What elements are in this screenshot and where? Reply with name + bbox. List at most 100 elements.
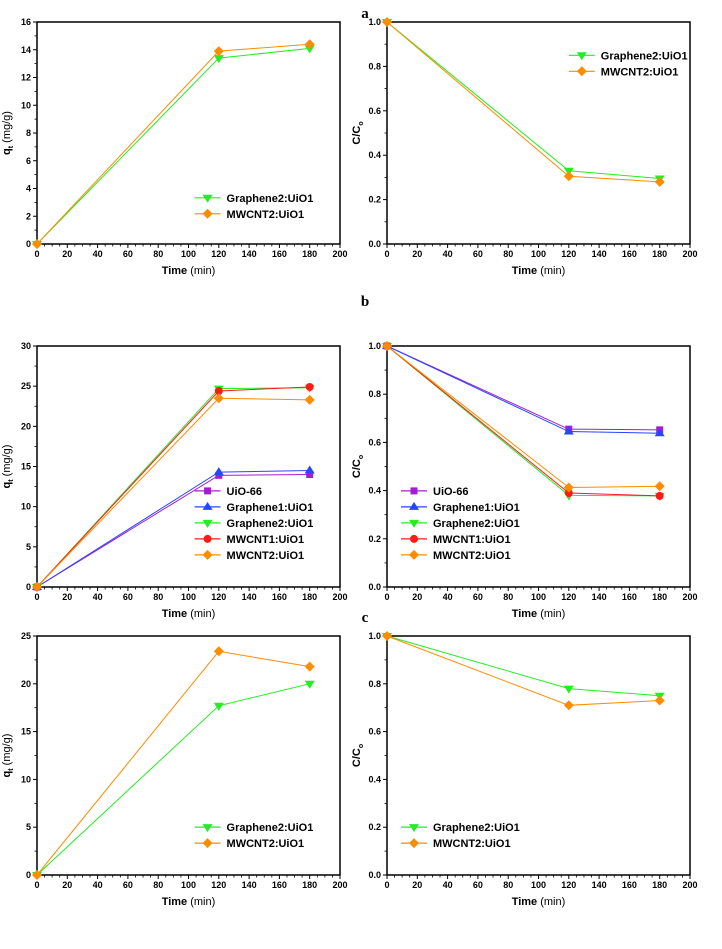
y-tick-label: 25 (21, 381, 31, 391)
x-axis-label-unit: (min) (540, 896, 565, 908)
data-point (213, 46, 224, 57)
legend-label: UiO-66 (433, 486, 468, 498)
legend-marker (576, 52, 587, 61)
y-axis-label: qt (mg/g) (1, 111, 15, 155)
data-point (304, 45, 315, 54)
series-graphene2-uio1 (382, 633, 665, 701)
y-axis-label-main: q (1, 148, 13, 155)
data-point (32, 239, 42, 249)
legend-marker (409, 549, 419, 560)
x-tick-label: 160 (272, 592, 287, 602)
data-point (563, 685, 574, 694)
x-tick-label: 180 (652, 249, 667, 259)
legend-marker (203, 534, 212, 543)
y-tick-label: 0.2 (368, 822, 381, 832)
series-line (386, 345, 660, 488)
x-tick-label: 120 (561, 592, 576, 602)
legend-label: Graphene2:UiO1 (227, 518, 314, 530)
y-tick-label: 12 (21, 73, 31, 83)
x-tick-label: 160 (622, 880, 637, 890)
y-tick-label: 0.0 (368, 582, 381, 592)
y-tick-label: 10 (21, 502, 31, 512)
subplot-a-qt: 0 20 40 60 80 100 120 140 160 180 200 0 2 4 6 8 10 12 14 16… (1, 17, 348, 277)
y-axis-label-main: C/C (351, 748, 363, 767)
x-tick-label: 180 (302, 880, 317, 890)
x-tick-label: 60 (123, 592, 133, 602)
legend-marker (202, 208, 213, 219)
x-axis-label-bold: Time (512, 896, 541, 908)
legend-item: Graphene2:UiO1 (401, 518, 520, 530)
y-tick-label: 0.2 (368, 534, 381, 544)
legend-label: MWCNT1:UiO1 (227, 534, 305, 546)
data-point (32, 870, 42, 880)
data-point (563, 700, 574, 711)
legend-item: MWCNT2:UiO1 (194, 838, 304, 850)
legend-marker (202, 519, 213, 528)
y-axis-label-sub: t (8, 479, 15, 482)
data-point (382, 341, 392, 351)
legend-label: Graphene2:UiO1 (227, 822, 314, 834)
legend-marker (204, 487, 212, 495)
legend: Graphene2:UiO1 MWCNT2:UiO1 (194, 193, 314, 221)
legend: Graphene2:UiO1 MWCNT2:UiO1 (568, 50, 688, 78)
y-axis-label-sub: o (358, 121, 365, 125)
y-tick-label: 0.6 (368, 727, 381, 737)
legend-marker (409, 824, 419, 833)
x-tick-label: 160 (272, 249, 287, 259)
x-tick-label: 160 (622, 592, 637, 602)
series-graphene2-uio1 (382, 343, 665, 501)
data-point (304, 661, 315, 672)
x-tick-label: 140 (242, 249, 257, 259)
y-tick-label: 14 (21, 45, 31, 55)
legend-marker (409, 838, 419, 849)
y-tick-label: 8 (26, 128, 31, 138)
legend-label: Graphene2:UiO1 (227, 193, 314, 205)
x-tick-label: 180 (302, 249, 317, 259)
y-axis-label-main: q (1, 771, 13, 778)
legend-label: MWCNT2:UiO1 (601, 66, 679, 78)
y-tick-label: 6 (26, 156, 31, 166)
legend-item: Graphene2:UiO1 (401, 822, 520, 834)
data-point (32, 582, 42, 592)
x-tick-label: 100 (181, 880, 196, 890)
y-tick-label: 0.4 (368, 774, 381, 784)
y-axis-label: qt (mg/g) (1, 734, 15, 778)
panel-label-c: c (362, 610, 369, 626)
legend-marker (202, 838, 213, 849)
y-tick-label: 0.2 (368, 195, 381, 205)
y-tick-label: 15 (21, 462, 31, 472)
x-tick-label: 80 (503, 249, 513, 259)
series-mwcnt2-uio1 (382, 341, 665, 493)
y-axis-label-main: C/C (351, 459, 363, 478)
x-axis-label: Time (min) (512, 608, 566, 620)
data-point (382, 17, 392, 27)
x-tick-label: 20 (412, 592, 422, 602)
data-point (213, 702, 224, 711)
data-point (563, 426, 574, 435)
x-tick-label: 40 (93, 880, 103, 890)
legend-label: Graphene1:UiO1 (227, 502, 314, 514)
legend-label: Graphene2:UiO1 (601, 50, 688, 62)
y-tick-label: 0.8 (368, 61, 381, 71)
legend-marker (409, 501, 419, 510)
subplot-b-qt: 0 20 40 60 80 100 120 140 160 180 200 0 5 10 15 20 25 30 T… (1, 341, 348, 620)
x-axis-label-unit: (min) (190, 608, 215, 620)
series-line (386, 345, 660, 497)
x-tick-label: 100 (181, 249, 196, 259)
y-tick-label: 1.0 (368, 341, 381, 351)
legend: UiO-66 Graphene1:UiO1 Graphene2:UiO1 MWCNT1… (401, 486, 520, 562)
series-uio-66 (383, 342, 664, 434)
x-tick-label: 120 (561, 249, 576, 259)
x-tick-label: 160 (272, 880, 287, 890)
x-tick-label: 120 (561, 880, 576, 890)
series-mwcnt2-uio1 (32, 393, 315, 592)
x-tick-label: 140 (242, 592, 257, 602)
x-tick-label: 200 (332, 249, 347, 259)
y-tick-label: 0.6 (368, 106, 381, 116)
legend: Graphene2:UiO1 MWCNT2:UiO1 (401, 822, 520, 850)
subplot-c-ratio: 0 20 40 60 80 100 120 140 160 180 200 0.0 0.2 0.4 0.6 0… (351, 631, 698, 908)
legend-item: Graphene2:UiO1 (568, 50, 688, 62)
data-point (304, 394, 315, 405)
x-axis-label-unit: (min) (190, 896, 215, 908)
y-tick-label: 1.0 (368, 631, 381, 641)
